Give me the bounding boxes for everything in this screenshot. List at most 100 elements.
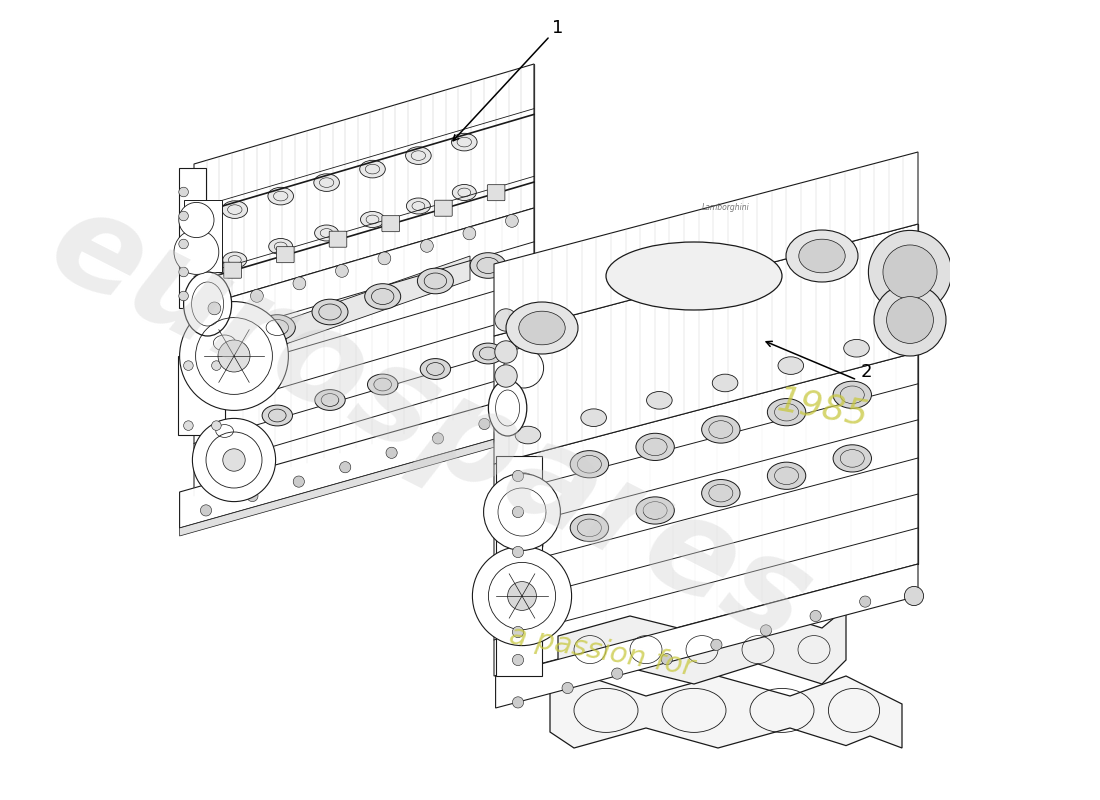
Circle shape (810, 610, 822, 622)
Ellipse shape (420, 358, 451, 379)
Text: 1985: 1985 (773, 383, 870, 433)
Polygon shape (550, 672, 902, 748)
Text: a passion for: a passion for (507, 622, 696, 682)
Text: 1: 1 (552, 19, 563, 37)
Ellipse shape (570, 514, 608, 542)
Circle shape (513, 697, 524, 708)
Circle shape (513, 506, 524, 518)
Circle shape (859, 596, 871, 607)
Polygon shape (496, 456, 542, 676)
Circle shape (904, 586, 924, 606)
Ellipse shape (786, 230, 858, 282)
Circle shape (887, 297, 934, 343)
Ellipse shape (799, 239, 845, 273)
Ellipse shape (515, 426, 541, 444)
Polygon shape (179, 392, 534, 528)
Ellipse shape (713, 374, 738, 392)
Ellipse shape (268, 238, 293, 254)
Circle shape (472, 546, 572, 646)
Ellipse shape (184, 272, 232, 336)
Circle shape (211, 421, 221, 430)
Ellipse shape (223, 252, 246, 268)
Circle shape (495, 365, 517, 387)
Ellipse shape (702, 479, 740, 506)
Circle shape (174, 230, 219, 274)
Circle shape (513, 626, 524, 638)
Ellipse shape (833, 445, 871, 472)
Ellipse shape (406, 147, 431, 164)
Circle shape (336, 265, 349, 278)
Circle shape (192, 418, 276, 502)
Circle shape (463, 227, 476, 240)
Ellipse shape (473, 343, 504, 364)
Ellipse shape (209, 421, 240, 442)
Polygon shape (194, 208, 534, 496)
Ellipse shape (268, 187, 294, 205)
Circle shape (179, 302, 288, 410)
Circle shape (504, 348, 543, 388)
Circle shape (484, 474, 560, 550)
Ellipse shape (833, 382, 871, 409)
Circle shape (874, 284, 946, 356)
Ellipse shape (570, 450, 608, 478)
Ellipse shape (636, 497, 674, 524)
Circle shape (179, 187, 188, 197)
Circle shape (883, 245, 937, 299)
Text: 2: 2 (860, 363, 871, 381)
Ellipse shape (778, 357, 804, 374)
Circle shape (513, 586, 524, 598)
Circle shape (293, 277, 306, 290)
Polygon shape (179, 168, 206, 308)
Circle shape (218, 340, 250, 372)
Ellipse shape (768, 398, 806, 426)
Circle shape (211, 361, 221, 370)
Circle shape (507, 582, 537, 610)
Ellipse shape (451, 134, 477, 151)
Text: Lamborghini: Lamborghini (702, 203, 750, 213)
Ellipse shape (315, 390, 345, 410)
Polygon shape (558, 608, 846, 688)
Ellipse shape (647, 391, 672, 409)
Circle shape (179, 202, 214, 238)
Ellipse shape (505, 532, 543, 559)
Circle shape (711, 639, 722, 650)
Circle shape (612, 668, 623, 679)
FancyBboxPatch shape (434, 200, 452, 216)
Ellipse shape (606, 242, 782, 310)
Ellipse shape (367, 374, 398, 395)
Ellipse shape (844, 339, 869, 357)
Ellipse shape (262, 405, 293, 426)
Circle shape (760, 625, 771, 636)
Polygon shape (184, 200, 222, 272)
Ellipse shape (519, 311, 565, 345)
Circle shape (478, 418, 490, 430)
Ellipse shape (452, 185, 476, 201)
Circle shape (513, 654, 524, 666)
Ellipse shape (260, 314, 295, 340)
FancyBboxPatch shape (223, 262, 241, 278)
Circle shape (513, 470, 524, 482)
Circle shape (294, 476, 305, 487)
Circle shape (495, 341, 517, 363)
Polygon shape (494, 352, 918, 676)
Ellipse shape (505, 468, 543, 495)
Circle shape (495, 309, 517, 331)
Circle shape (562, 682, 573, 694)
Ellipse shape (506, 302, 578, 354)
Circle shape (251, 290, 263, 302)
Ellipse shape (207, 330, 243, 356)
Ellipse shape (417, 268, 453, 294)
Ellipse shape (581, 409, 606, 426)
Circle shape (661, 654, 672, 665)
Polygon shape (179, 428, 534, 536)
Ellipse shape (488, 380, 527, 436)
Ellipse shape (315, 225, 339, 241)
Ellipse shape (702, 416, 740, 443)
Polygon shape (494, 224, 918, 464)
Circle shape (420, 239, 433, 252)
Ellipse shape (406, 198, 430, 214)
Ellipse shape (361, 211, 385, 227)
Ellipse shape (360, 160, 385, 178)
Polygon shape (494, 152, 918, 336)
FancyBboxPatch shape (487, 185, 505, 201)
